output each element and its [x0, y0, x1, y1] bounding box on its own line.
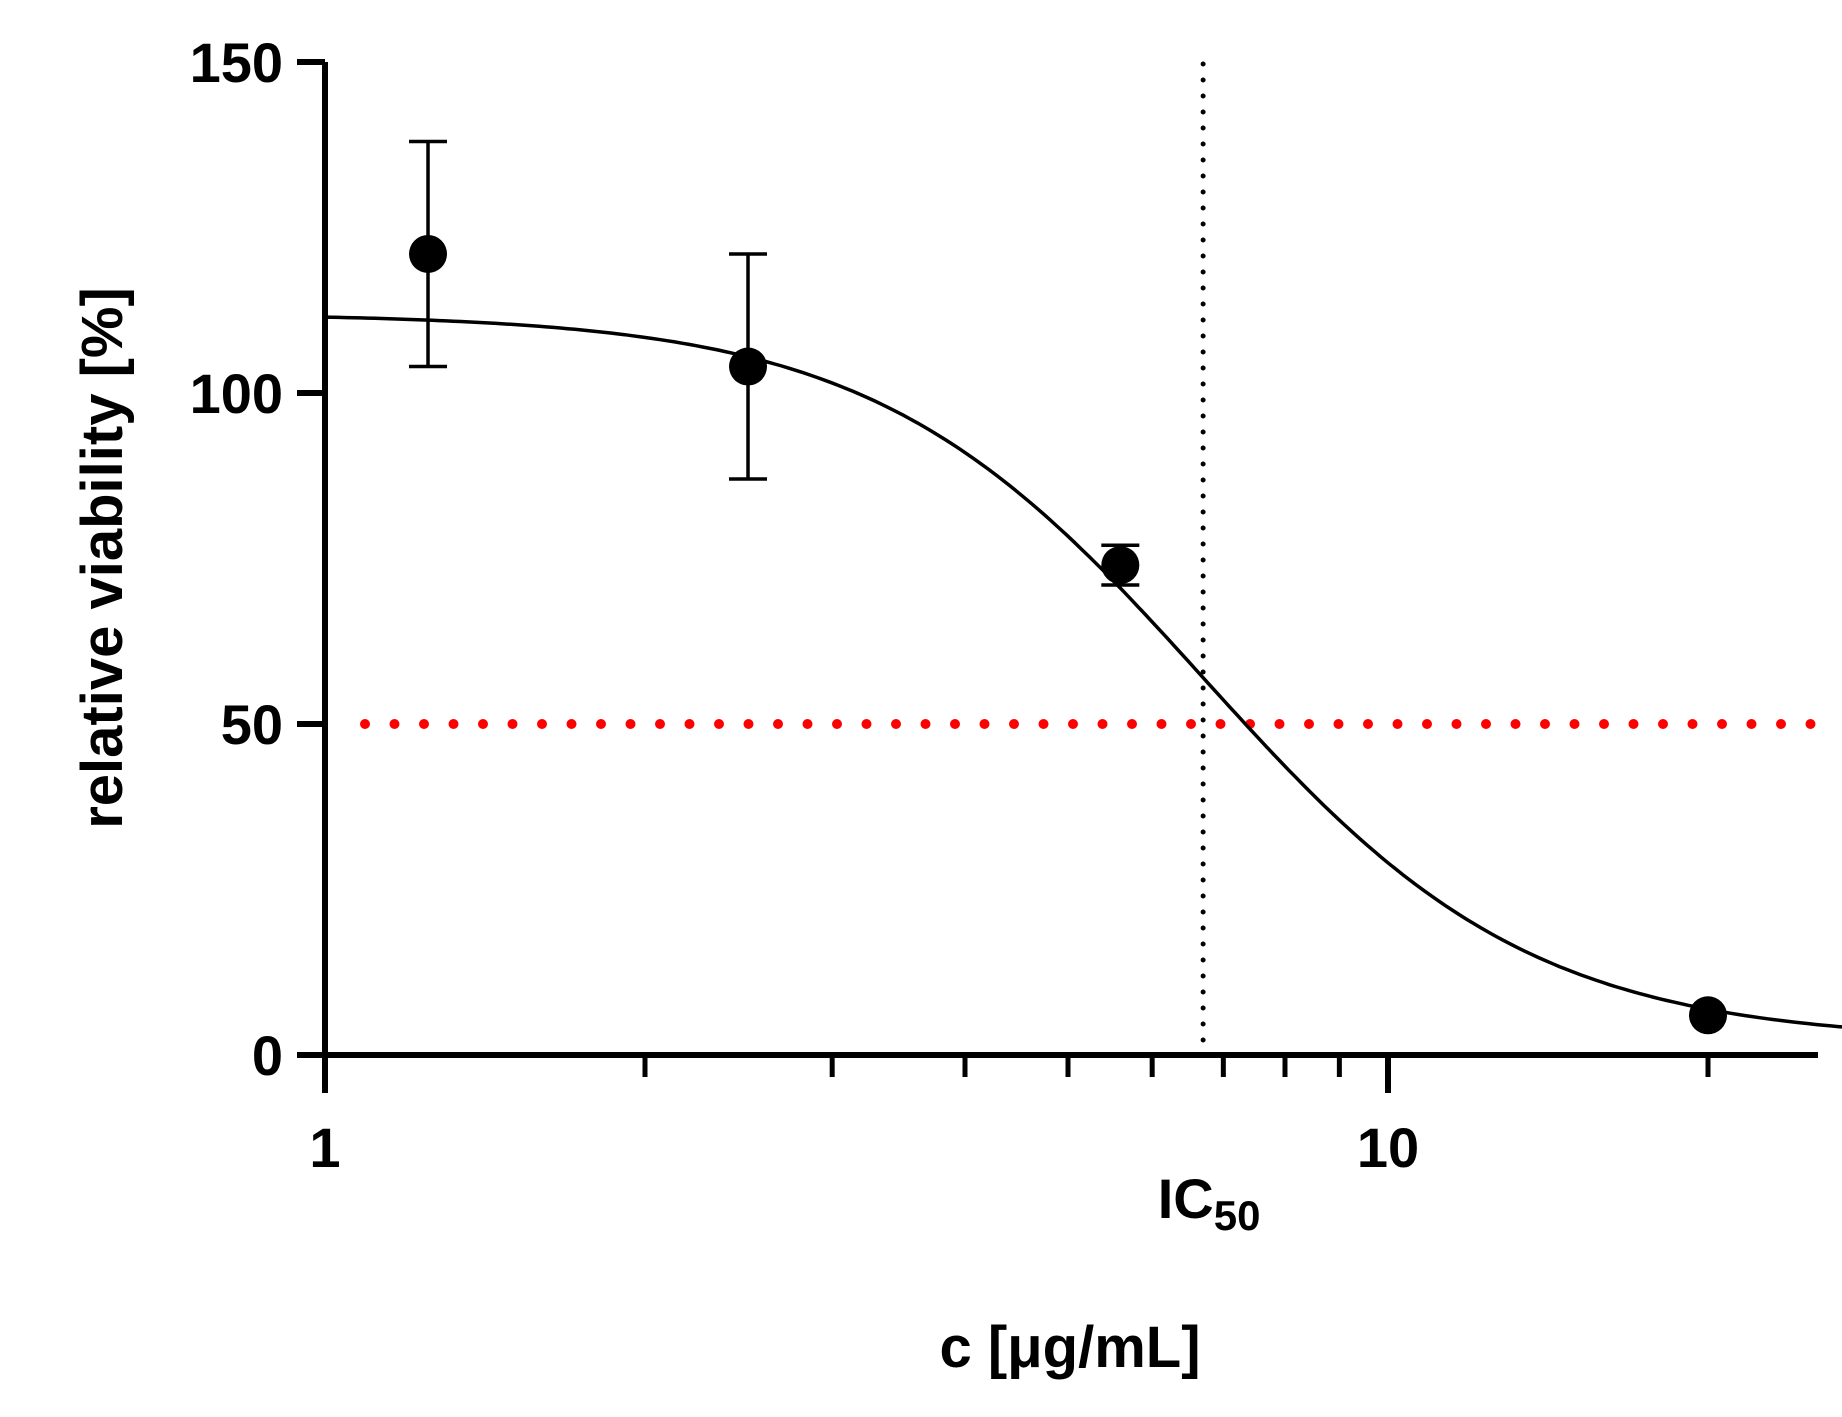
axes: 0 50 100 150 1 10: [190, 31, 1818, 1179]
ic50-annotation-main: IC: [1158, 1167, 1214, 1230]
labels: relative viability [%] c [μg/mL] IC50: [70, 287, 1260, 1380]
x-tick-label: 1: [309, 1116, 340, 1179]
x-axis-title: c [μg/mL]: [939, 1315, 1200, 1380]
data-point: [1101, 546, 1140, 585]
fit-curve-layer: [324, 315, 1842, 1029]
y-tick-label: 150: [190, 31, 283, 94]
ic50-annotation: IC50: [1158, 1167, 1261, 1239]
data-point: [409, 234, 448, 273]
y-tick-label: 100: [190, 362, 283, 425]
y-tick-label: 0: [252, 1024, 283, 1087]
x-tick-label: 10: [1357, 1116, 1419, 1179]
fit-curve: [324, 315, 1842, 1029]
data-point: [1688, 996, 1727, 1035]
reference-lines: [360, 61, 1817, 1054]
y-axis-title: relative viability [%]: [70, 287, 135, 829]
ic50-annotation-subscript: 50: [1214, 1192, 1261, 1239]
data-points-layer: [409, 139, 1727, 1035]
y-tick-label: 50: [221, 693, 283, 756]
data-point: [729, 347, 768, 386]
